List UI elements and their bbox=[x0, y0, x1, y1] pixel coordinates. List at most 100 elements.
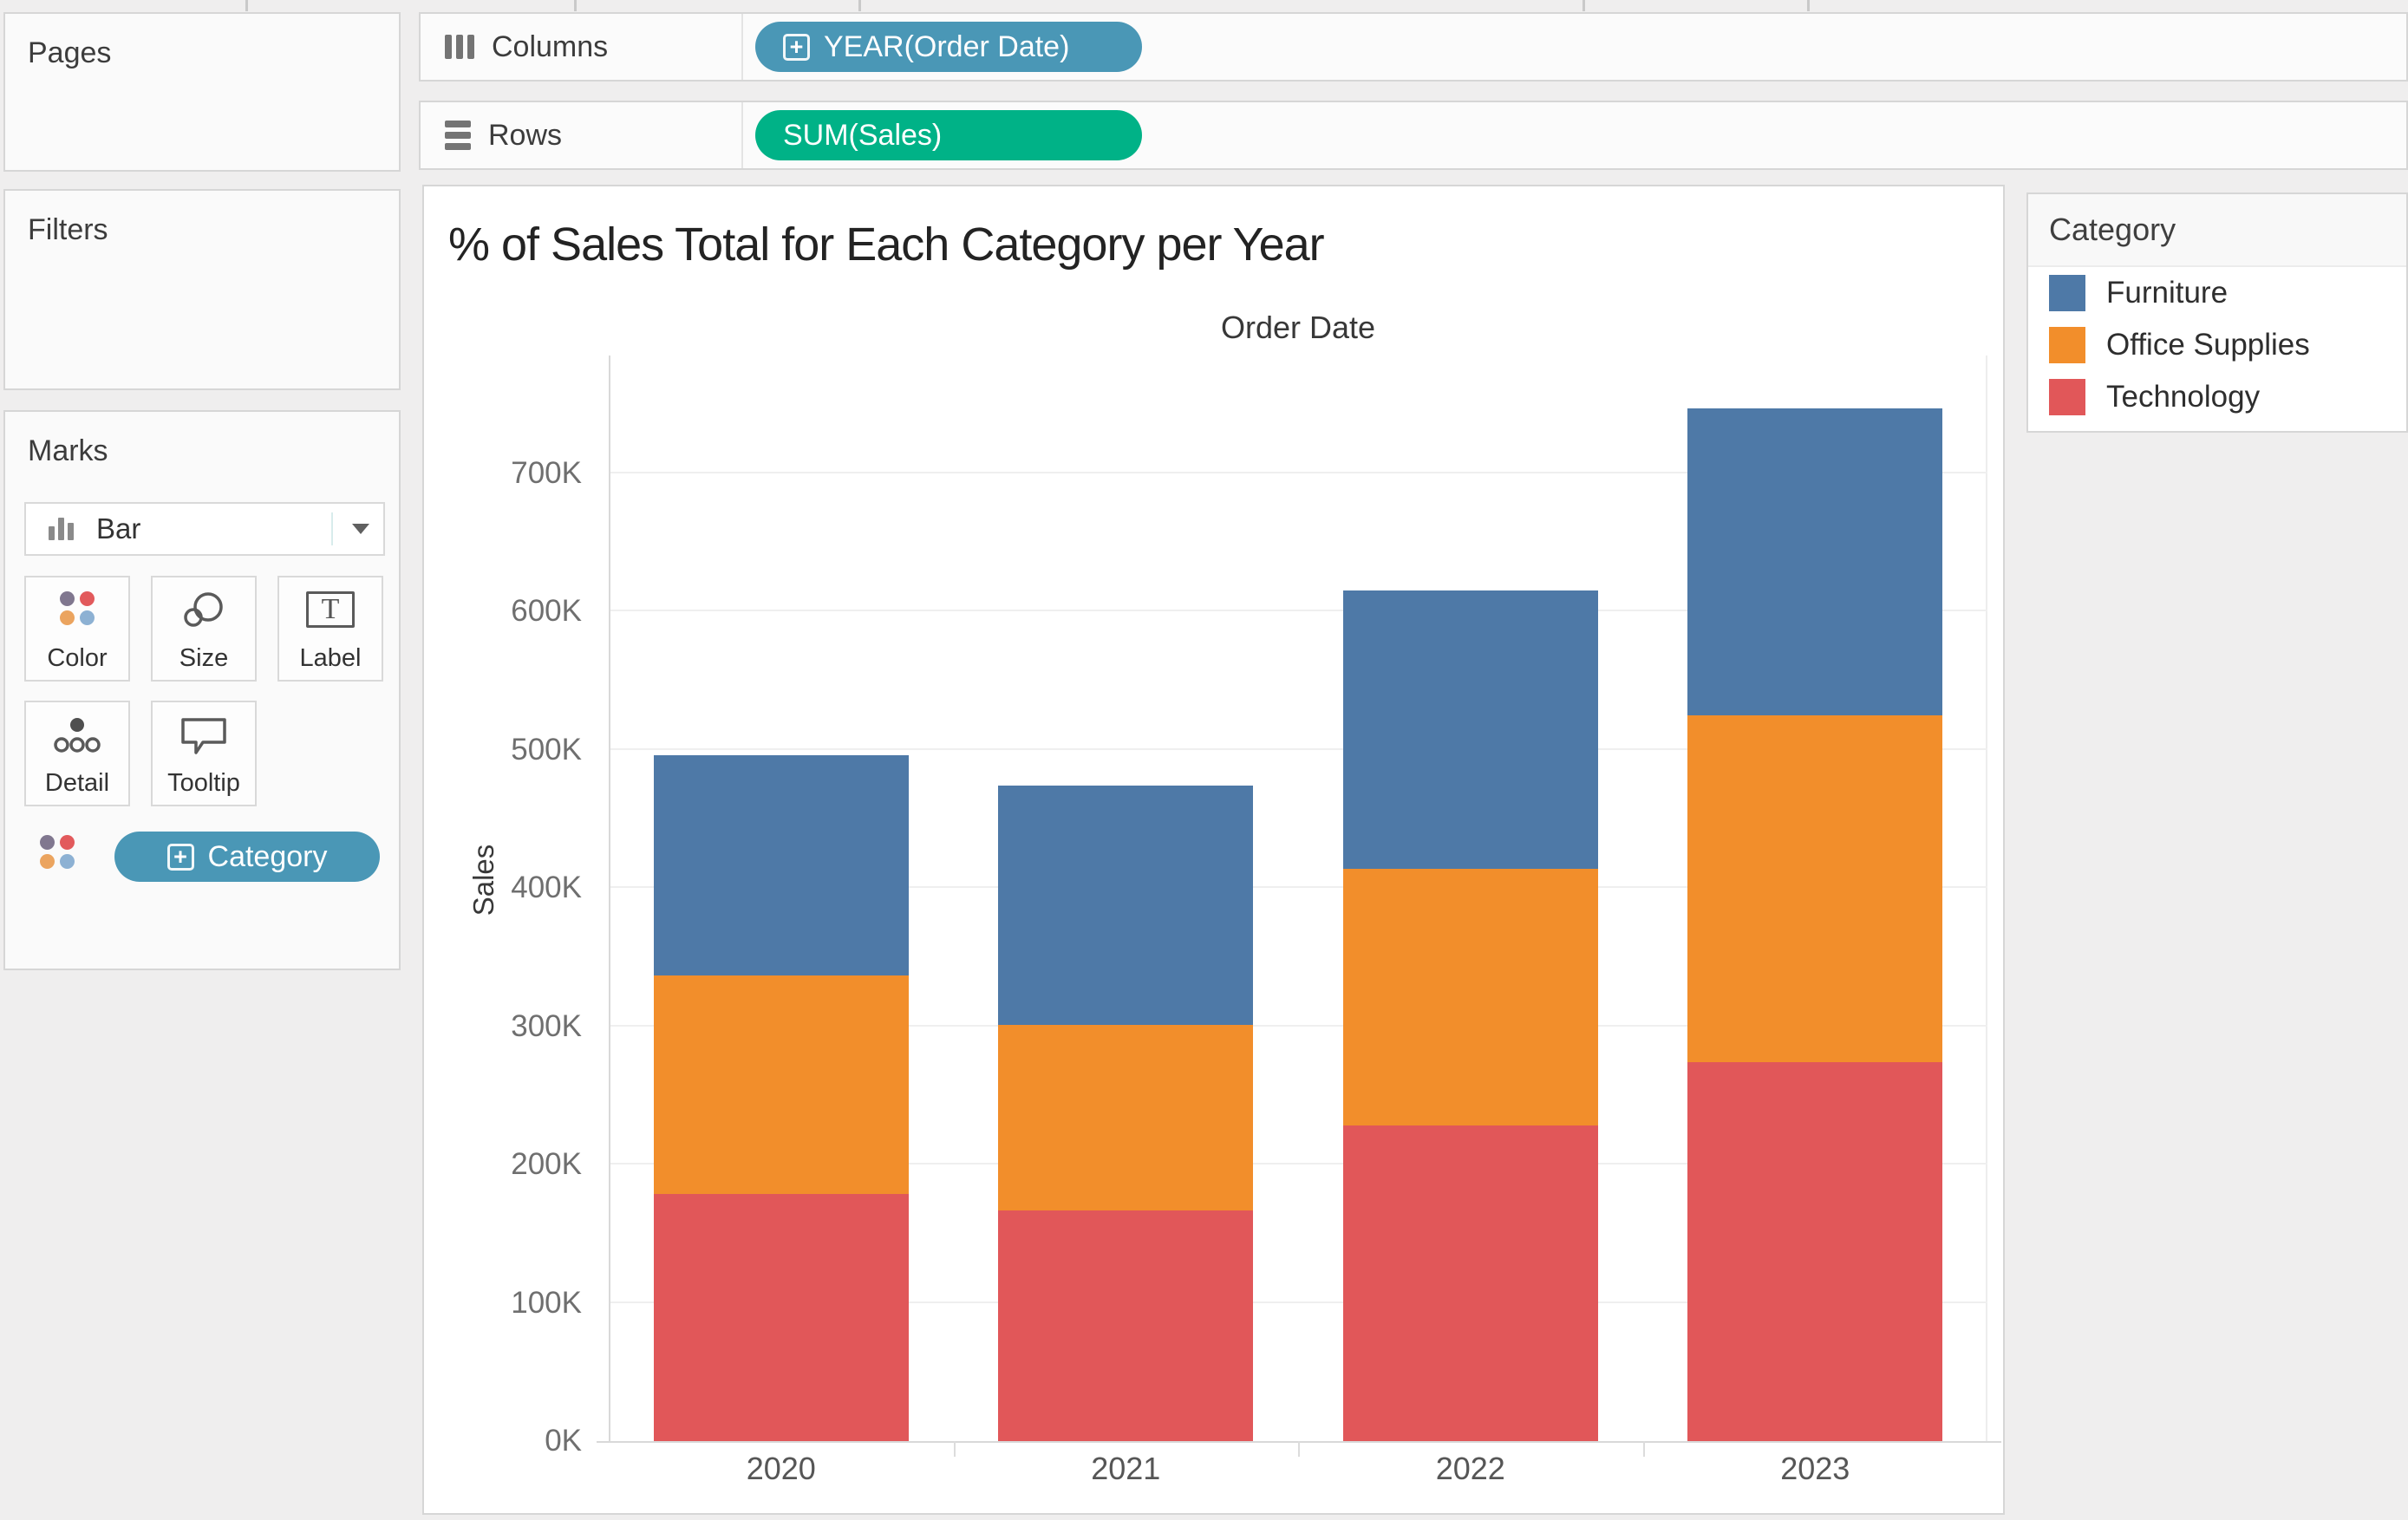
gridline-200K bbox=[610, 1163, 1987, 1164]
x-axis-category-labels: 2020 2021 2022 2023 bbox=[609, 1451, 1987, 1487]
legend-entries: Furniture Office Supplies Technology bbox=[2028, 267, 2406, 423]
dropdown-caret-button[interactable] bbox=[352, 504, 369, 554]
bar-chart-icon bbox=[49, 518, 74, 540]
gridline-700K bbox=[610, 471, 1987, 473]
color-button[interactable]: Color bbox=[24, 576, 130, 682]
y-tick-label-100K: 100K bbox=[511, 1285, 582, 1320]
y-tick-label-300K: 300K bbox=[511, 1008, 582, 1043]
bar-segment-technology-2020[interactable] bbox=[653, 1193, 909, 1441]
columns-pill[interactable]: + YEAR(Order Date) bbox=[755, 22, 1142, 72]
label-button-label: Label bbox=[299, 644, 362, 672]
x-category-label-2021[interactable]: 2021 bbox=[1091, 1451, 1161, 1486]
columns-pill-label: YEAR(Order Date) bbox=[824, 29, 1070, 63]
top-divider-tick bbox=[574, 0, 577, 11]
category-pill-label: Category bbox=[207, 839, 328, 873]
legend-label: Furniture bbox=[2106, 276, 2229, 310]
size-icon bbox=[184, 592, 223, 627]
chart-title[interactable]: % of Sales Total for Each Category per Y… bbox=[448, 219, 1325, 271]
x-axis-title: Order Date bbox=[1220, 310, 1376, 345]
expand-plus-icon[interactable]: + bbox=[783, 33, 810, 61]
bar-segment-office-supplies-2021[interactable] bbox=[998, 1024, 1254, 1210]
x-category-label-2020[interactable]: 2020 bbox=[746, 1451, 816, 1486]
rows-pill[interactable]: SUM(Sales) bbox=[755, 110, 1142, 160]
y-tick-label-600K: 600K bbox=[511, 594, 582, 628]
bar-segment-furniture-2021[interactable] bbox=[998, 786, 1254, 1025]
bar-segment-office-supplies-2022[interactable] bbox=[1342, 868, 1598, 1126]
tooltip-button[interactable]: Tooltip bbox=[151, 701, 257, 806]
gridline-500K bbox=[610, 747, 1987, 750]
on-color-indicator-icon[interactable] bbox=[40, 835, 75, 869]
plot-area bbox=[597, 349, 2001, 1443]
top-divider-tick bbox=[1807, 0, 1810, 11]
pages-shelf-card[interactable]: Pages bbox=[3, 12, 401, 172]
filters-shelf-card[interactable]: Filters bbox=[3, 189, 401, 390]
top-divider-tick bbox=[245, 0, 248, 11]
y-tick-label-400K: 400K bbox=[511, 871, 582, 904]
bar-segment-furniture-2020[interactable] bbox=[653, 754, 909, 975]
legend-item-office-supplies[interactable]: Office Supplies bbox=[2028, 319, 2406, 371]
mark-type-value: Bar bbox=[96, 512, 141, 545]
y-axis-line bbox=[609, 356, 610, 1441]
marks-card: Marks Bar Color Size T Label bbox=[3, 410, 401, 970]
bar-2021 bbox=[998, 786, 1254, 1441]
bar-segment-technology-2021[interactable] bbox=[998, 1210, 1254, 1441]
gridline-300K bbox=[610, 1024, 1987, 1027]
columns-pill-area[interactable]: + YEAR(Order Date) bbox=[743, 14, 2406, 80]
columns-shelf-label: Columns bbox=[492, 29, 609, 63]
category-pill[interactable]: + Category bbox=[114, 832, 380, 882]
rows-pill-label: SUM(Sales) bbox=[783, 118, 943, 152]
legend-label: Technology bbox=[2106, 380, 2261, 414]
detail-button[interactable]: Detail bbox=[24, 701, 130, 806]
bar-segment-office-supplies-2023[interactable] bbox=[1687, 714, 1943, 1062]
legend-swatch-furniture bbox=[2049, 275, 2085, 311]
label-button[interactable]: T Label bbox=[277, 576, 383, 682]
detail-button-label: Detail bbox=[44, 769, 110, 797]
bar-2022 bbox=[1342, 590, 1598, 1441]
gridline-600K bbox=[610, 610, 1987, 611]
legend-card: Category Furniture Office Supplies Technol… bbox=[2026, 192, 2408, 433]
tooltip-icon bbox=[181, 718, 226, 754]
x-axis-tick bbox=[1298, 1441, 1300, 1457]
gridline-400K bbox=[610, 886, 1987, 888]
columns-icon bbox=[445, 35, 474, 59]
color-icon bbox=[59, 591, 95, 625]
rows-shelf-label-cell: Rows bbox=[421, 102, 743, 168]
x-category-label-2023[interactable]: 2023 bbox=[1780, 1451, 1850, 1486]
y-tick-label-200K: 200K bbox=[511, 1147, 582, 1181]
gridline-100K bbox=[610, 1301, 1987, 1303]
legend-item-furniture[interactable]: Furniture bbox=[2028, 267, 2406, 319]
worksheet-card: % of Sales Total for Each Category per Y… bbox=[422, 185, 2005, 1515]
bar-segment-office-supplies-2020[interactable] bbox=[653, 975, 909, 1194]
detail-icon bbox=[54, 718, 101, 753]
bar-2020 bbox=[653, 754, 909, 1441]
size-button[interactable]: Size bbox=[151, 576, 257, 682]
bar-slot-2022 bbox=[1298, 349, 1643, 1441]
bar-segment-furniture-2023[interactable] bbox=[1687, 408, 1943, 715]
y-tick-label-0K: 0K bbox=[545, 1424, 582, 1458]
label-icon: T bbox=[306, 591, 355, 628]
legend-label: Office Supplies bbox=[2106, 328, 2310, 362]
bar-segment-technology-2023[interactable] bbox=[1687, 1061, 1943, 1441]
bar-slot-2020 bbox=[609, 349, 954, 1441]
expand-plus-icon[interactable]: + bbox=[166, 843, 194, 871]
rows-icon bbox=[445, 121, 471, 150]
x-axis-tick bbox=[953, 1441, 956, 1457]
x-axis-tick bbox=[1642, 1441, 1645, 1457]
legend-swatch-technology bbox=[2049, 379, 2085, 415]
mark-type-dropdown[interactable]: Bar bbox=[24, 502, 385, 556]
filters-label: Filters bbox=[28, 213, 108, 246]
x-category-label-2022[interactable]: 2022 bbox=[1435, 1451, 1505, 1486]
rows-pill-area[interactable]: SUM(Sales) bbox=[743, 102, 2406, 168]
legend-item-technology[interactable]: Technology bbox=[2028, 371, 2406, 423]
bars-container bbox=[609, 349, 1987, 1441]
color-button-label: Color bbox=[47, 644, 108, 672]
y-tick-label-500K: 500K bbox=[511, 732, 582, 767]
dropdown-separator bbox=[331, 512, 333, 545]
top-divider-tick bbox=[1582, 0, 1585, 11]
bar-slot-2023 bbox=[1643, 349, 1988, 1441]
pane-right-border bbox=[1986, 356, 1987, 1441]
marks-label: Marks bbox=[28, 434, 108, 467]
rows-shelf-label: Rows bbox=[488, 118, 563, 152]
bar-segment-furniture-2022[interactable] bbox=[1342, 590, 1598, 869]
bar-segment-technology-2022[interactable] bbox=[1342, 1125, 1598, 1441]
